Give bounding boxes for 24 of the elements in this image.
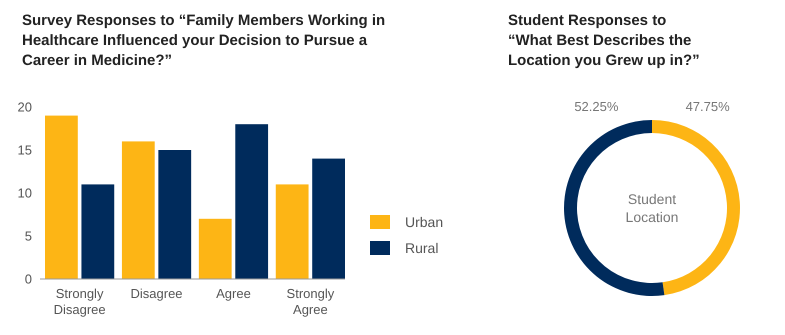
- y-tick-label: 5: [24, 228, 32, 244]
- bar: [312, 158, 345, 279]
- chart-title: Survey Responses to “Family Members Working in Healthcare Influenced your Decision to Pursue a Career in Medicine?”: [22, 12, 386, 69]
- bar: [198, 218, 232, 279]
- x-tick-label: Strongly Disagree: [54, 286, 106, 317]
- bar: [235, 124, 268, 279]
- bar: [158, 150, 192, 279]
- bar: [276, 184, 309, 279]
- y-tick-label: 15: [18, 142, 32, 158]
- data-label: 47.75%: [686, 98, 730, 114]
- y-tick-label: 20: [18, 100, 32, 115]
- x-tick-label: Disagree: [130, 286, 183, 301]
- chart-title: Student Responses to “What Best Describes the Location you Grew up in?”: [508, 12, 700, 69]
- text: Student Location: [626, 190, 678, 225]
- x-tick-label: Strongly Agree: [286, 286, 335, 317]
- data-label: 52.25%: [574, 98, 619, 114]
- y-tick-label: 0: [24, 272, 32, 287]
- bar: [122, 141, 155, 279]
- x-tick-label: Agree: [216, 286, 251, 301]
- legend-label: Rural: [405, 240, 438, 256]
- bar: [81, 184, 114, 279]
- bar: [45, 116, 78, 279]
- y-tick-label: 10: [18, 186, 32, 201]
- legend-label: Urban: [405, 214, 444, 230]
